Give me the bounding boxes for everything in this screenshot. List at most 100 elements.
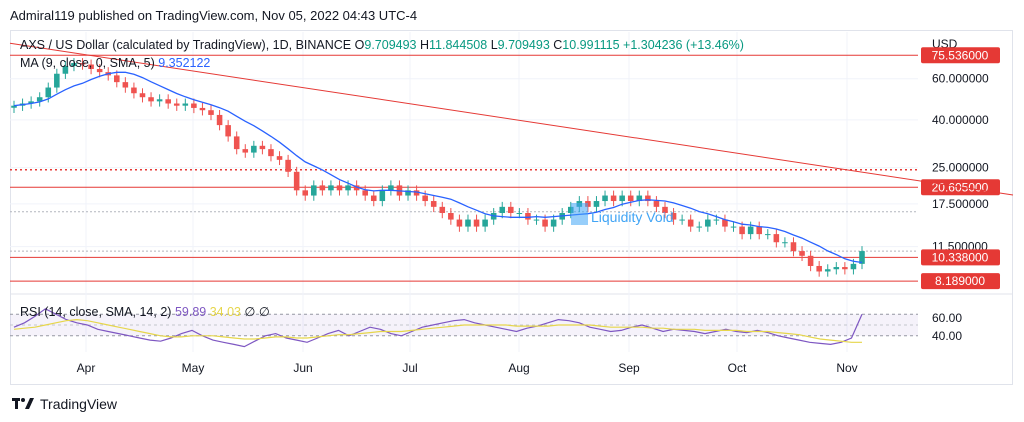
candle-body bbox=[456, 219, 463, 227]
candle-body bbox=[173, 103, 180, 106]
candle-body bbox=[662, 206, 668, 214]
candle-body bbox=[268, 149, 274, 157]
candle-body bbox=[499, 206, 506, 214]
candle-body bbox=[293, 171, 300, 191]
candle-body bbox=[816, 265, 822, 272]
candle-body bbox=[36, 97, 43, 102]
ma-legend[interactable]: MA (9, close, 0, SMA, 5) 9.352122 bbox=[20, 56, 210, 70]
candle-body bbox=[302, 190, 309, 196]
x-tick-label: Nov bbox=[836, 361, 857, 375]
x-tick-label: Aug bbox=[508, 361, 529, 375]
candle-body bbox=[687, 219, 694, 227]
candle-body bbox=[233, 136, 240, 150]
price-badge bbox=[921, 249, 1000, 266]
candle-body bbox=[705, 219, 711, 227]
candle-body bbox=[11, 105, 17, 108]
y-tick-label: 17.500000 bbox=[932, 197, 989, 211]
rsi-legend[interactable]: RSI (14, close, SMA, 14, 2) 59.89 34.03 … bbox=[20, 304, 270, 319]
x-tick-label: Sep bbox=[618, 361, 640, 375]
candle-body bbox=[859, 251, 865, 264]
candle-body bbox=[242, 149, 249, 153]
liquidity-void-box bbox=[571, 203, 588, 225]
candle-body bbox=[807, 255, 814, 266]
candle-body bbox=[448, 213, 454, 220]
price-badge-label: 10.338000 bbox=[932, 250, 989, 264]
high-value: 11.844508 bbox=[429, 38, 488, 52]
y-tick-label: 40.000000 bbox=[932, 113, 989, 127]
ma-line bbox=[13, 71, 863, 264]
candle-body bbox=[71, 63, 77, 66]
symbol-legend[interactable]: AXS / US Dollar (calculated by TradingVi… bbox=[20, 38, 744, 52]
tradingview-logo-icon bbox=[12, 398, 34, 409]
price-badge-label: 75.536000 bbox=[932, 48, 989, 62]
low-value: 9.709493 bbox=[497, 38, 550, 52]
candle-body bbox=[636, 195, 643, 202]
symbol-title[interactable]: AXS / US Dollar (calculated by TradingVi… bbox=[20, 38, 352, 52]
rsi-value: 59.89 bbox=[174, 305, 207, 319]
close-label: C bbox=[553, 38, 563, 52]
candle-body bbox=[756, 226, 762, 235]
candle-body bbox=[165, 99, 171, 104]
candle-body bbox=[645, 195, 651, 202]
candle-body bbox=[191, 103, 197, 108]
rsi-label[interactable]: RSI (14, close, SMA, 14, 2) bbox=[20, 305, 172, 319]
candle-body bbox=[319, 185, 326, 191]
candle-body bbox=[533, 219, 540, 221]
y-tick-label: 25.000000 bbox=[932, 161, 989, 175]
candle-body bbox=[96, 69, 103, 73]
candle-body bbox=[199, 107, 206, 111]
candle-body bbox=[131, 87, 137, 94]
candle-body bbox=[610, 195, 617, 202]
tradingview-footer[interactable]: TradingView bbox=[12, 396, 117, 412]
x-tick-label: Oct bbox=[728, 361, 747, 375]
candle-body bbox=[413, 190, 420, 196]
candle-body bbox=[156, 99, 163, 102]
high-label: H bbox=[420, 38, 430, 52]
candle-body bbox=[430, 201, 437, 207]
candle-body bbox=[653, 201, 660, 207]
rsi-hidden-icons[interactable]: ∅ ∅ bbox=[244, 305, 270, 319]
candle-body bbox=[473, 219, 480, 227]
candle-body bbox=[730, 226, 737, 228]
candle-body bbox=[405, 190, 411, 196]
publisher-line: Admiral119 published on TradingView.com,… bbox=[10, 8, 418, 23]
candle-body bbox=[62, 65, 69, 74]
close-value: 10.991115 bbox=[562, 38, 620, 52]
candle-body bbox=[328, 185, 334, 191]
price-badge bbox=[921, 47, 1000, 64]
candle-body bbox=[516, 213, 523, 215]
candle-body bbox=[747, 226, 754, 235]
candle-body bbox=[550, 219, 557, 227]
candle-body bbox=[88, 64, 94, 70]
rsi-tick-label: 60.00 bbox=[932, 311, 962, 325]
ma-label[interactable]: MA (9, close, 0, SMA, 5) bbox=[20, 56, 155, 70]
candle-body bbox=[670, 213, 677, 220]
candle-body bbox=[311, 185, 317, 196]
candle-body bbox=[439, 206, 446, 214]
candle-body bbox=[28, 101, 34, 104]
candle-body bbox=[45, 87, 52, 98]
candle-body bbox=[114, 75, 120, 83]
chart-frame[interactable] bbox=[10, 30, 1013, 385]
candle-body bbox=[148, 97, 154, 102]
x-tick-label: May bbox=[182, 361, 205, 375]
candle-body bbox=[508, 206, 514, 214]
candle-body bbox=[627, 195, 634, 202]
candle-body bbox=[799, 251, 805, 256]
candle-body bbox=[362, 190, 368, 196]
candle-body bbox=[713, 219, 720, 221]
candle-body bbox=[259, 145, 266, 150]
candle-body bbox=[276, 156, 283, 160]
candle-body bbox=[722, 219, 728, 227]
footer-brand[interactable]: TradingView bbox=[40, 396, 118, 412]
candle-body bbox=[345, 185, 351, 191]
open-label: O bbox=[354, 38, 365, 52]
candle-body bbox=[679, 219, 685, 221]
candle-body bbox=[79, 63, 86, 65]
candle-body bbox=[225, 125, 231, 137]
y-tick-label: 60.000000 bbox=[932, 72, 989, 86]
rsi-ma-value: 34.03 bbox=[209, 305, 241, 319]
candle-body bbox=[619, 195, 625, 202]
rsi-tick-label: 40.00 bbox=[932, 329, 962, 343]
